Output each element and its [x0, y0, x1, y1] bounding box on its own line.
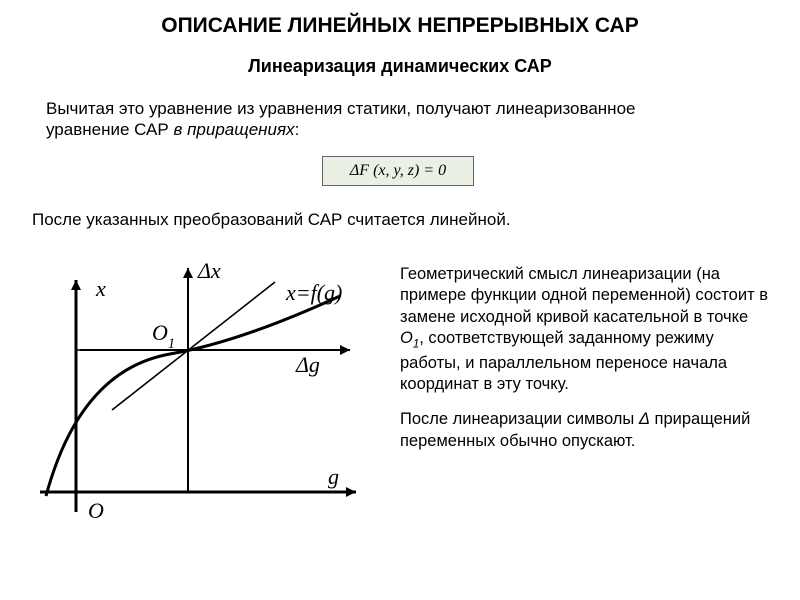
svg-text:x=f(g): x=f(g): [285, 280, 342, 305]
svg-text:Δx: Δx: [197, 260, 221, 283]
explanation-p1-O: O: [400, 329, 413, 347]
svg-text:g: g: [328, 464, 339, 489]
equation-box: ΔF (x, y, z) = 0: [322, 156, 474, 186]
intro-line-1: Вычитая это уравнение из уравнения стати…: [46, 98, 756, 119]
svg-text:O: O: [88, 498, 104, 523]
linearization-graph: x Δx x=f(g) Δg g O O1: [40, 260, 370, 530]
intro-line-2-tail: :: [295, 120, 300, 139]
explanation-block: Геометрический смысл линеаризации (на пр…: [400, 264, 770, 466]
intro-line-2: уравнение САР в приращениях:: [46, 119, 756, 140]
explanation-p2-delta: Δ: [639, 410, 650, 428]
page-title: ОПИСАНИЕ ЛИНЕЙНЫХ НЕПРЕРЫВНЫХ САР: [0, 14, 800, 38]
page-subtitle: Линеаризация динамических САР: [0, 56, 800, 77]
svg-text:Δg: Δg: [295, 352, 320, 377]
svg-text:x: x: [95, 276, 106, 301]
intro-line-2-plain: уравнение САР: [46, 120, 173, 139]
explanation-p1: Геометрический смысл линеаризации (на пр…: [400, 264, 770, 395]
explanation-p2-a: После линеаризации символы: [400, 410, 639, 428]
explanation-p1-b: , соответствующей заданному режиму работ…: [400, 329, 727, 393]
explanation-p2: После линеаризации символы Δ приращений …: [400, 409, 770, 452]
intro-line-2-italic: в приращениях: [173, 120, 294, 139]
intro-line-3: После указанных преобразований САР счита…: [32, 210, 772, 230]
explanation-p1-a: Геометрический смысл линеаризации (на пр…: [400, 265, 768, 326]
svg-text:O1: O1: [152, 320, 175, 352]
